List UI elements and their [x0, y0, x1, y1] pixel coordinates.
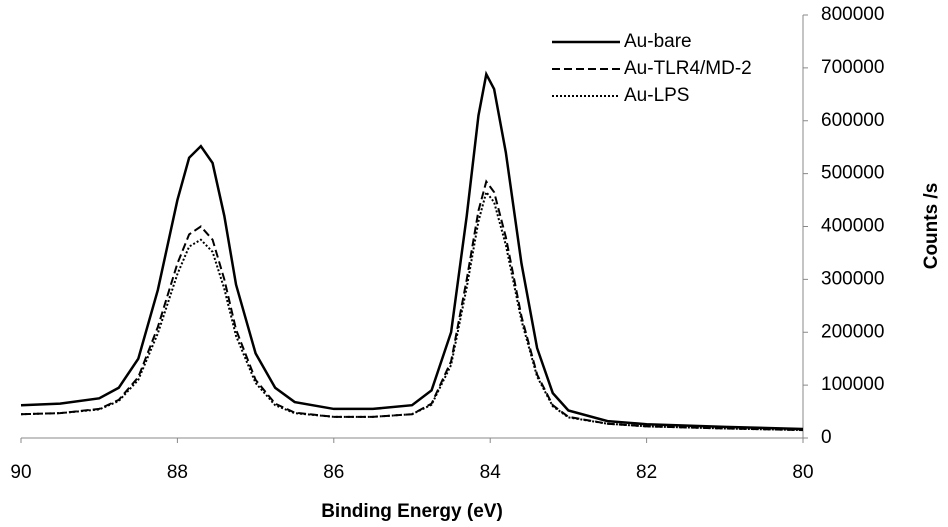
y-tick-label: 500000	[821, 163, 884, 184]
line-series	[20, 189, 804, 432]
y-tick-label: 0	[821, 427, 832, 448]
y-tick-label: 600000	[821, 110, 884, 131]
x-axis-title: Binding Energy (eV)	[321, 501, 503, 522]
legend-label: Au-TLR4/MD-2	[624, 58, 752, 79]
x-tick-label: 82	[636, 462, 657, 483]
y-axis-title: Counts /s	[921, 183, 942, 270]
x-tick-label: 84	[480, 462, 502, 483]
y-tick-label: 800000	[821, 4, 884, 25]
y-tick-label: 100000	[821, 374, 884, 395]
legend-label: Au-bare	[624, 31, 692, 52]
legend-label: Au-LPS	[624, 85, 689, 106]
y-tick-label: 200000	[821, 321, 884, 342]
x-tick-label: 86	[323, 462, 344, 483]
line-series	[20, 70, 804, 431]
line-series	[20, 179, 804, 432]
x-tick-label: 88	[167, 462, 188, 483]
y-tick-label: 300000	[821, 268, 884, 289]
x-tick-label: 90	[10, 462, 31, 483]
y-tick-label: 700000	[821, 57, 884, 78]
y-tick-label: 400000	[821, 216, 884, 237]
x-tick-label: 80	[792, 462, 813, 483]
